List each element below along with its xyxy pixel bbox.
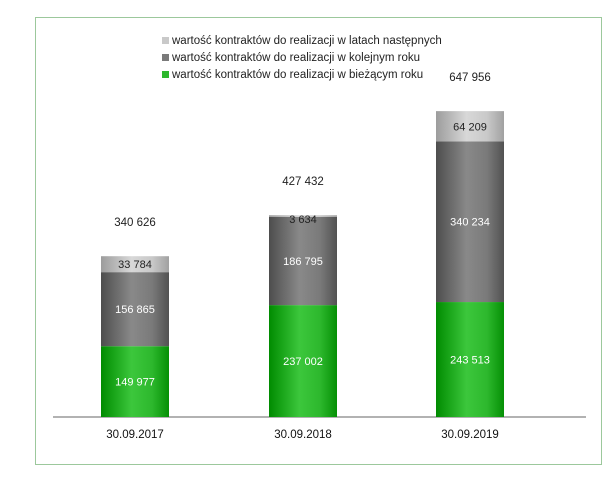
chart-frame: 149 977 156 865 33 784 340 626 30.09.2017 237… [35,17,602,465]
total-label-0: 340 626 [114,217,156,229]
legend-label-0: wartość kontraktów do realizacji w bieżą… [171,69,423,81]
bar-segment-2-1 [436,141,504,303]
legend-swatch-2 [162,37,169,44]
bar-segment-1-1 [269,216,337,306]
data-label-1-2: 3 634 [289,214,317,226]
data-label-0-2: 33 784 [118,259,152,271]
bar-segment-0-2 [101,256,169,273]
bar-segment-2-2 [436,111,504,142]
bar-segment-0-1 [101,272,169,347]
legend-label-2: wartość kontraktów do realizacji w latac… [171,35,442,47]
category-label-0: 30.09.2017 [106,429,164,441]
data-label-2-2: 64 209 [453,121,487,133]
category-label-2: 30.09.2019 [441,429,499,441]
data-label-0-0: 149 977 [115,377,155,389]
bar-segment-2-0 [436,302,504,417]
data-label-0-1: 156 865 [115,304,155,316]
legend-label-1: wartość kontraktów do realizacji w kolej… [171,52,420,64]
data-label-2-1: 340 234 [450,217,490,229]
legend-swatch-0 [162,71,169,78]
data-label-1-0: 237 002 [283,356,323,368]
total-label-2: 647 956 [449,72,491,84]
bar-segment-0-0 [101,346,169,417]
data-label-2-0: 243 513 [450,355,490,367]
category-label-1: 30.09.2018 [274,429,332,441]
data-label-1-1: 186 795 [283,256,323,268]
legend-swatch-1 [162,54,169,61]
bar-segment-1-0 [269,305,337,417]
bar-segment-1-2 [269,215,337,217]
total-label-1: 427 432 [282,176,324,188]
